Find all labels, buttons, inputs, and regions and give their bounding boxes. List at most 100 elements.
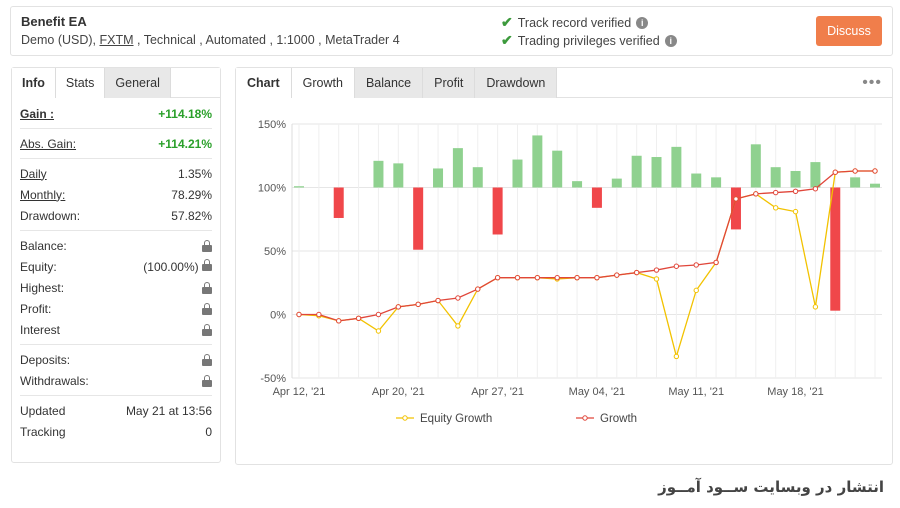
deposits-row: Deposits: [20, 349, 212, 370]
profit-bar [790, 170, 801, 188]
trading-privileges-label: Trading privileges verified [517, 33, 660, 48]
profit-bar [512, 159, 523, 188]
profit-bar [393, 163, 404, 188]
loss-bar [333, 187, 344, 218]
track-record-label: Track record verified [517, 15, 632, 30]
abs-gain-value: +114.21% [158, 136, 212, 151]
equity-growth-point [693, 287, 699, 294]
account-specs: , Technical , Automated , 1:1000 , MetaT… [133, 33, 400, 47]
loss-bar [830, 187, 841, 311]
lock-icon [202, 323, 212, 336]
growth-point [475, 286, 481, 292]
tab-info[interactable]: Info [12, 68, 56, 98]
account-header: Benefit EA Demo (USD), FXTM , Technical … [10, 6, 893, 56]
watermark-text: انتشار در وبسایت ســود آمــوز [658, 478, 884, 496]
x-tick-label: May 04, '21 [569, 386, 626, 398]
y-tick-label: 150% [258, 119, 286, 131]
tab-balance[interactable]: Balance [354, 68, 424, 98]
profit-bar [810, 162, 821, 188]
info-icon[interactable]: i [636, 16, 649, 29]
gain-value: +114.18% [158, 106, 212, 121]
abs-gain-label[interactable]: Abs. Gain: [20, 136, 77, 151]
balance-row: Balance: [20, 235, 212, 256]
highest-row: Highest: [20, 277, 212, 298]
equity-growth-point [772, 205, 779, 211]
monthly-row: Monthly: 78.29% [20, 184, 212, 205]
drawdown-row: Drawdown: 57.82% [20, 205, 212, 226]
growth-point [872, 168, 878, 174]
daily-row: Daily 1.35% [20, 163, 212, 184]
profit-bar [433, 168, 444, 188]
profit-bar [472, 167, 483, 188]
withdrawals-label: Withdrawals: [20, 373, 89, 388]
profit-bar [671, 146, 682, 188]
profit-bar [532, 135, 543, 188]
monthly-value: 78.29% [171, 187, 212, 202]
profit-bar [750, 144, 761, 188]
gain-label[interactable]: Gain : [20, 106, 55, 121]
abs-gain-row: Abs. Gain: +114.21% [20, 133, 212, 154]
tab-drawdown[interactable]: Drawdown [475, 68, 558, 98]
equity-growth-point [673, 353, 680, 360]
profit-bar [572, 181, 583, 188]
tracking-label: Tracking [20, 424, 66, 439]
more-options-icon[interactable]: ••• [862, 74, 882, 91]
profit-bar [294, 186, 304, 188]
x-tick-label: May 18, '21 [767, 386, 824, 398]
stats-panel: Info Stats General Gain : +114.18% Abs. G… [11, 67, 221, 463]
profit-bar [452, 148, 463, 188]
interest-row: Interest [20, 319, 212, 340]
growth-point [693, 262, 699, 268]
profit-label: Profit: [20, 301, 52, 316]
lock-icon [202, 281, 212, 294]
growth-point [395, 304, 402, 310]
profit-bar [870, 183, 880, 188]
equity-growth-point [812, 304, 819, 310]
chart-panel: Chart Growth Balance Profit Drawdown •••… [235, 67, 893, 465]
gain-row: Gain : +114.18% [20, 103, 212, 124]
tab-general[interactable]: General [105, 68, 171, 98]
daily-label[interactable]: Daily [20, 166, 47, 181]
growth-point [355, 315, 362, 322]
equity-growth-point [653, 276, 660, 282]
x-tick-label: May 11, '21 [668, 386, 724, 398]
updated-label: Updated [20, 403, 66, 418]
account-type: Demo (USD), [21, 33, 100, 47]
discuss-button[interactable]: Discuss [816, 16, 882, 46]
loss-bar [591, 187, 602, 208]
growth-point [494, 274, 501, 281]
tab-stats[interactable]: Stats [55, 68, 106, 98]
growth-point [633, 269, 640, 276]
growth-point [336, 318, 342, 324]
x-tick-label: Apr 27, '21 [471, 386, 524, 398]
loss-bar [413, 187, 424, 250]
tab-chart[interactable]: Chart [236, 68, 292, 98]
tab-growth[interactable]: Growth [291, 68, 355, 98]
growth-point [514, 274, 521, 281]
monthly-label[interactable]: Monthly: [20, 187, 66, 202]
stats-tabs: Info Stats General [12, 68, 220, 98]
profit-bar [711, 177, 722, 188]
track-record-status: ✔ Track record verified i [501, 14, 649, 31]
info-icon[interactable]: i [664, 34, 677, 47]
tab-profit[interactable]: Profit [423, 68, 476, 98]
growth-point [792, 188, 799, 195]
y-tick-label: 50% [264, 246, 286, 258]
growth-point [455, 295, 461, 301]
broker-link[interactable]: FXTM [99, 33, 134, 47]
drawdown-value: 57.82% [171, 208, 212, 223]
growth-point [772, 189, 779, 196]
y-tick-label: -50% [260, 373, 286, 385]
legend-equity-growth-marker [402, 415, 408, 421]
growth-point [614, 272, 620, 278]
system-title: Benefit EA [21, 14, 87, 29]
check-icon: ✔ [501, 32, 513, 48]
x-tick-label: Apr 20, '21 [372, 386, 425, 398]
growth-point [554, 274, 560, 281]
growth-point [316, 311, 322, 318]
lock-icon [202, 259, 212, 271]
check-icon: ✔ [501, 14, 513, 30]
growth-point [733, 196, 739, 202]
updated-value: May 21 at 13:56 [125, 403, 212, 418]
profit-bar [631, 155, 642, 188]
